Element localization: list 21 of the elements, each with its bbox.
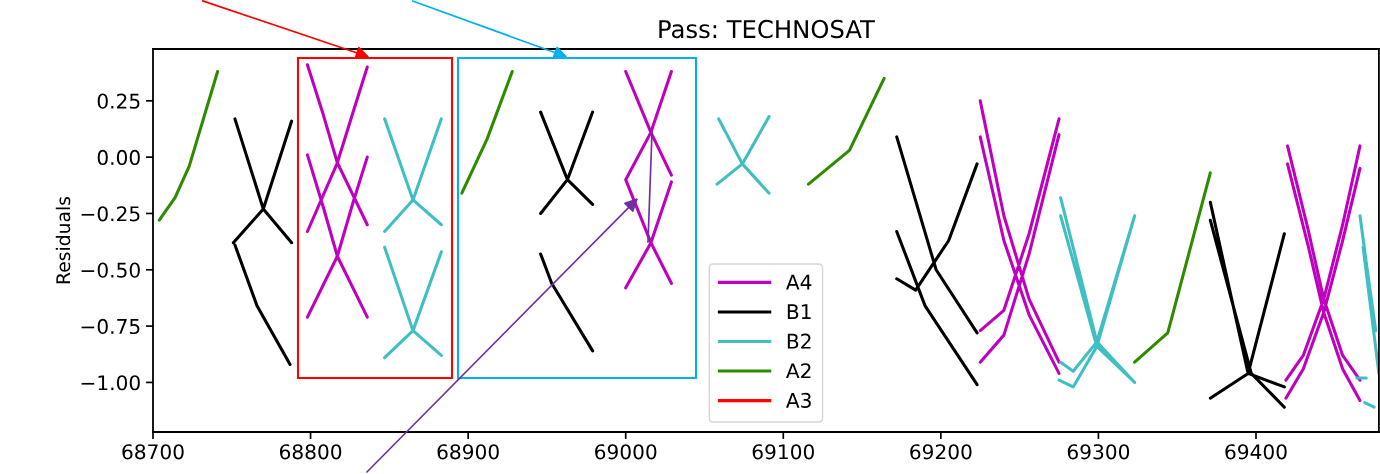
x-tick-label: 68800 bbox=[279, 444, 342, 460]
y-tick-label: 0.25 bbox=[97, 93, 140, 109]
x-tick-label: 68700 bbox=[122, 444, 184, 460]
x-tick-label: 69300 bbox=[1067, 444, 1130, 460]
x-tick-label: 68900 bbox=[437, 444, 499, 460]
legend-label: A4 bbox=[786, 274, 812, 290]
legend-label: A2 bbox=[786, 363, 811, 379]
y-axis-title: Residuals bbox=[55, 196, 71, 284]
y-tick-label: −0.50 bbox=[81, 262, 140, 278]
x-tick-label: 69200 bbox=[910, 444, 972, 460]
legend-label: B1 bbox=[787, 304, 811, 319]
y-tick-label: −0.25 bbox=[81, 206, 140, 222]
legend-label: B2 bbox=[787, 333, 811, 349]
y-tick-label: 0.00 bbox=[97, 149, 140, 166]
y-tick-label: −0.75 bbox=[81, 318, 140, 335]
chart-title: Pass: TECHNOSAT bbox=[659, 19, 875, 39]
x-tick-label: 69400 bbox=[1225, 444, 1287, 460]
legend-label: A3 bbox=[786, 392, 811, 408]
x-tick-label: 69100 bbox=[752, 444, 814, 460]
x-tick-label: 69000 bbox=[595, 444, 657, 460]
y-tick-label: −1.00 bbox=[81, 375, 140, 391]
